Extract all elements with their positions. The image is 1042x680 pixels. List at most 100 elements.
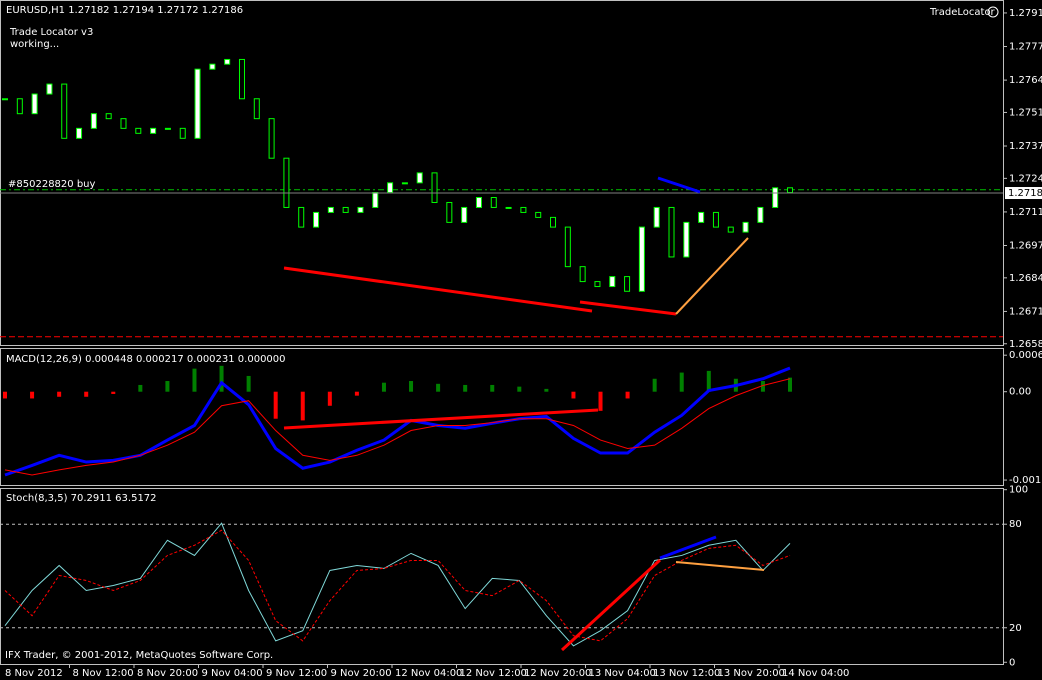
candle (609, 276, 616, 288)
candle (712, 211, 719, 228)
histogram-bar (138, 384, 143, 392)
y-tick-label: 1.27640 (1009, 75, 1042, 86)
candle (313, 211, 320, 228)
y-tick-label: 0.00 (1009, 387, 1031, 398)
y-tick-label: 1.26580 (1009, 339, 1042, 350)
price-panel-frame (0, 0, 1004, 346)
candle (372, 192, 379, 208)
candle (135, 127, 142, 134)
stoch-panel-frame (0, 488, 1004, 665)
histogram-bar (3, 391, 7, 399)
x-tick-label: 14 Nov 04:00 (782, 668, 849, 679)
histogram-bar (490, 384, 495, 392)
x-tick-label: 12 Nov 04:00 (395, 668, 462, 679)
candle (683, 221, 690, 258)
histogram-bar (544, 388, 549, 392)
candle (31, 93, 38, 115)
y-tick-label: 1.26845 (1009, 273, 1042, 284)
candle (387, 182, 394, 194)
candle (698, 211, 705, 223)
histogram-bar (327, 391, 332, 406)
annotation: Trade Locator v3 (9, 27, 93, 38)
histogram-bar (381, 382, 386, 392)
candle (535, 211, 542, 218)
candle (520, 206, 527, 213)
candle (624, 276, 631, 292)
y-tick-label: 1.26710 (1009, 306, 1042, 317)
candle (461, 206, 468, 223)
histogram-bar (571, 391, 576, 399)
candle (46, 83, 53, 95)
candle (357, 206, 364, 213)
histogram-bar (300, 391, 305, 421)
candle (416, 172, 423, 184)
trendline (659, 535, 717, 560)
candle (76, 127, 83, 139)
order-label: #850228820 buy (8, 179, 96, 190)
candle (638, 226, 645, 292)
candle (653, 206, 660, 228)
smiley-icon (987, 6, 999, 18)
y-tick-label: 1.27245 (1009, 173, 1042, 184)
histogram-bar (409, 381, 414, 392)
candle (564, 226, 571, 268)
candle (490, 197, 497, 208)
trendline (675, 237, 749, 315)
x-tick-label: 9 Nov 04:00 (202, 668, 263, 679)
symbol-title: EURUSD,H1 1.27182 1.27194 1.27172 1.2718… (6, 5, 243, 16)
candle (120, 118, 127, 129)
histogram-bar (652, 378, 657, 392)
y-tick-label: 100 (1009, 485, 1028, 496)
annotation: working... (10, 39, 59, 50)
candle (224, 58, 231, 65)
candle (475, 197, 482, 208)
candle (505, 206, 512, 209)
candle (194, 68, 201, 139)
candle (16, 98, 23, 115)
y-tick-label: 1.27110 (1009, 207, 1042, 218)
x-tick-label: 13 Nov 04:00 (589, 668, 656, 679)
histogram-bar (57, 391, 62, 397)
stoch-title: Stoch(8,3,5) 70.2911 63.5172 (6, 493, 157, 504)
candle (787, 187, 793, 194)
x-tick-label: 12 Nov 20:00 (524, 668, 591, 679)
trendline (560, 558, 662, 652)
y-tick-label: 1.27375 (1009, 141, 1042, 152)
candle (431, 172, 438, 203)
trendline (579, 300, 677, 316)
candle (209, 63, 216, 70)
trendline (283, 408, 599, 430)
candle (283, 157, 290, 208)
histogram-bar (165, 381, 170, 392)
indicator-name: TradeLocator (929, 7, 996, 18)
histogram-bar (517, 386, 522, 392)
candle (298, 206, 305, 228)
histogram-bar (788, 377, 792, 392)
y-tick-label: 1.27910 (1009, 8, 1042, 19)
y-tick-label: 1.27775 (1009, 42, 1042, 53)
histogram-bar (219, 365, 224, 392)
candle (550, 216, 557, 228)
y-tick-label: 0.000649 (1009, 350, 1042, 361)
histogram-bar (30, 391, 35, 399)
trendlines (283, 176, 765, 652)
candle (446, 201, 453, 223)
histogram-bar (246, 375, 251, 392)
candle (342, 206, 349, 213)
x-tick-label: 13 Nov 20:00 (718, 668, 785, 679)
current-price-label: 1.27186 (1008, 188, 1042, 199)
candle (727, 226, 734, 233)
histogram-bar (760, 381, 765, 392)
x-tick-label: 8 Nov 20:00 (137, 668, 198, 679)
y-tick-label: 1.27510 (1009, 107, 1042, 118)
x-tick-label: 12 Nov 12:00 (460, 668, 527, 679)
candle (268, 118, 275, 159)
candle (401, 182, 408, 185)
copyright: IFX Trader, © 2001-2012, MetaQuotes Soft… (5, 650, 273, 661)
candle (238, 58, 245, 100)
y-tick-label: -0.00157 (1009, 475, 1042, 486)
histogram-bar (354, 391, 359, 396)
histogram-bar (598, 391, 603, 411)
candle (61, 83, 68, 139)
